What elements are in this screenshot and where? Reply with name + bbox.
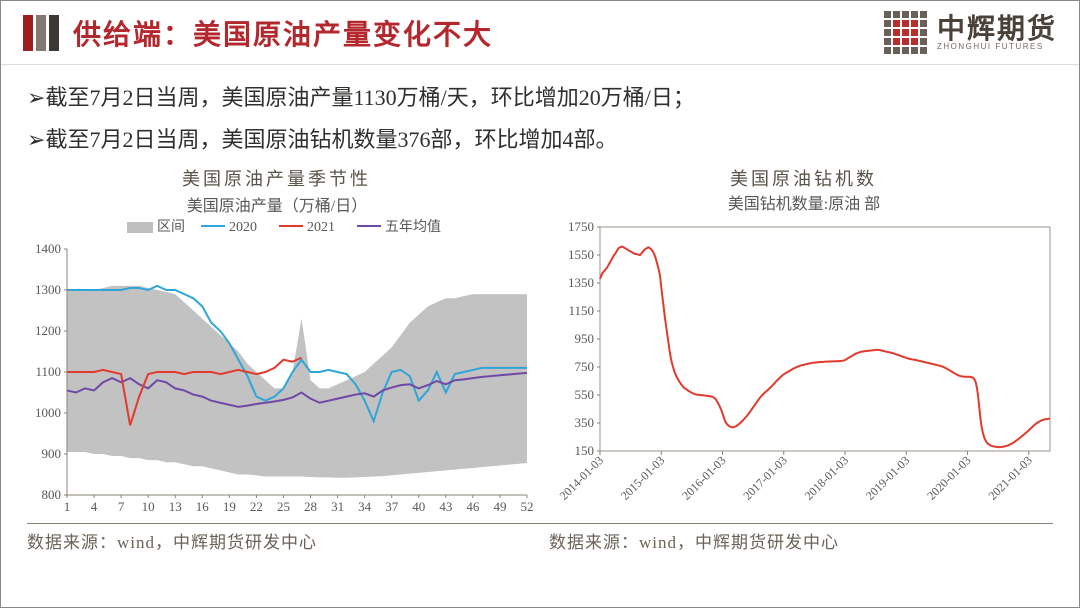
accent-bars	[23, 15, 59, 51]
svg-text:49: 49	[493, 499, 506, 514]
svg-text:13: 13	[168, 499, 181, 514]
svg-text:1150: 1150	[568, 303, 594, 318]
source-left: 数据来源：wind，中辉期货研发中心	[27, 523, 531, 553]
accent-bar-3	[49, 15, 59, 51]
svg-text:37: 37	[385, 499, 399, 514]
svg-text:22: 22	[249, 499, 262, 514]
logo: 中辉期货 ZHONGHUI FUTURES	[884, 11, 1057, 54]
svg-text:美国钻机数量:原油 部: 美国钻机数量:原油 部	[727, 195, 879, 213]
svg-text:2021-01-03: 2021-01-03	[985, 453, 1034, 502]
svg-text:40: 40	[412, 499, 425, 514]
svg-text:1750: 1750	[568, 219, 594, 234]
logo-text: 中辉期货 ZHONGHUI FUTURES	[937, 15, 1057, 51]
svg-text:2018-01-03: 2018-01-03	[801, 453, 850, 502]
svg-text:750: 750	[574, 359, 594, 374]
logo-icon	[884, 11, 927, 54]
svg-text:19: 19	[222, 499, 235, 514]
logo-cn: 中辉期货	[937, 15, 1057, 43]
chart-left-col: 美国原油产量季节性 美国原油产量（万桶/日）区间 2020 2021 五年均值 800 9…	[13, 165, 540, 523]
svg-text:2014-01-03: 2014-01-03	[556, 453, 605, 502]
header: 供给端：美国原油产量变化不大 中辉期货 ZHONGHUI FUTURES	[1, 1, 1079, 65]
bullet-1: ➢截至7月2日当周，美国原油产量1130万桶/天，环比增加20万桶/日；	[27, 77, 1053, 119]
svg-text:2019-01-03: 2019-01-03	[862, 453, 911, 502]
svg-text:16: 16	[195, 499, 209, 514]
svg-text:2020: 2020	[229, 220, 257, 235]
svg-text:550: 550	[574, 387, 594, 402]
svg-text:2015-01-03: 2015-01-03	[617, 453, 666, 502]
svg-text:2016-01-03: 2016-01-03	[679, 453, 728, 502]
svg-text:7: 7	[117, 499, 124, 514]
svg-text:1200: 1200	[35, 323, 61, 338]
svg-text:1400: 1400	[35, 241, 61, 256]
accent-bar-2	[36, 15, 46, 51]
footer: 数据来源：wind，中辉期货研发中心 数据来源：wind，中辉期货研发中心	[1, 523, 1079, 553]
svg-text:950: 950	[574, 331, 594, 346]
logo-en: ZHONGHUI FUTURES	[937, 43, 1057, 51]
svg-text:34: 34	[358, 499, 372, 514]
svg-text:1550: 1550	[568, 247, 594, 262]
svg-text:10: 10	[141, 499, 154, 514]
bullet-2: ➢截至7月2日当周，美国原油钻机数量376部，环比增加4部。	[27, 119, 1053, 161]
svg-text:52: 52	[520, 499, 533, 514]
svg-text:43: 43	[439, 499, 452, 514]
svg-text:150: 150	[574, 443, 594, 458]
svg-text:1000: 1000	[35, 405, 61, 420]
svg-text:2017-01-03: 2017-01-03	[740, 453, 789, 502]
svg-text:4: 4	[90, 499, 97, 514]
chart-right: 美国钻机数量:原油 部 150 350 550 750 950 1150 1350 1550 17…	[544, 193, 1064, 523]
svg-text:350: 350	[574, 415, 594, 430]
charts-row: 美国原油产量季节性 美国原油产量（万桶/日）区间 2020 2021 五年均值 800 9…	[1, 165, 1079, 523]
svg-text:900: 900	[41, 446, 61, 461]
svg-text:1350: 1350	[568, 275, 594, 290]
svg-text:25: 25	[276, 499, 289, 514]
svg-text:五年均值: 五年均值	[385, 219, 441, 235]
chart-left: 美国原油产量（万桶/日）区间 2020 2021 五年均值 800 900 1000 1100…	[17, 193, 537, 523]
svg-text:1: 1	[63, 499, 70, 514]
source-right: 数据来源：wind，中辉期货研发中心	[531, 523, 1053, 553]
accent-bar-1	[23, 15, 33, 51]
svg-text:46: 46	[466, 499, 480, 514]
svg-text:31: 31	[331, 499, 344, 514]
chart-left-caption: 美国原油产量季节性	[182, 165, 371, 191]
svg-text:1300: 1300	[35, 282, 61, 297]
page-title: 供给端：美国原油产量变化不大	[73, 13, 493, 53]
svg-text:美国原油产量（万桶/日）: 美国原油产量（万桶/日）	[186, 197, 366, 215]
svg-text:800: 800	[41, 487, 61, 502]
svg-text:2020-01-03: 2020-01-03	[924, 453, 973, 502]
svg-text:区间: 区间	[157, 219, 185, 235]
chart-right-col: 美国原油钻机数 美国钻机数量:原油 部 150 350 550 750 950 1150 13…	[540, 165, 1067, 523]
bullet-list: ➢截至7月2日当周，美国原油产量1130万桶/天，环比增加20万桶/日； ➢截至…	[1, 65, 1079, 165]
svg-text:2021: 2021	[307, 220, 335, 235]
svg-text:1100: 1100	[35, 364, 61, 379]
svg-text:28: 28	[304, 499, 317, 514]
chart-right-caption: 美国原油钻机数	[730, 165, 877, 191]
